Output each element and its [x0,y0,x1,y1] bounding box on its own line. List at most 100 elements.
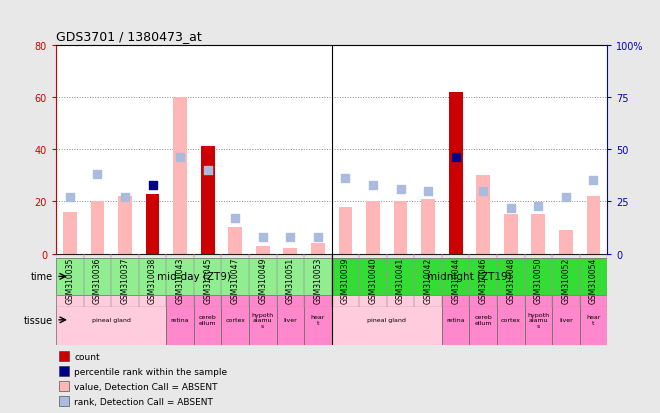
Bar [531,215,545,254]
Point [285,234,296,241]
Point [395,186,406,192]
Text: hear
t: hear t [586,315,601,325]
Bar [118,197,132,254]
Text: rank, Detection Call = ABSENT: rank, Detection Call = ABSENT [75,396,213,406]
Text: cortex: cortex [501,318,521,323]
Text: hypoth
alamu
s: hypoth alamu s [527,312,549,328]
Text: GSM310048: GSM310048 [506,256,515,303]
Bar [166,295,194,345]
Bar [304,295,332,345]
Text: GDS3701 / 1380473_at: GDS3701 / 1380473_at [56,31,202,43]
Text: GSM310040: GSM310040 [368,256,378,303]
Bar [393,202,407,254]
Bar [552,254,579,308]
Text: GSM310044: GSM310044 [451,256,460,303]
Bar [222,295,249,345]
Bar [387,254,414,308]
Bar [56,254,84,308]
Bar [579,295,607,345]
Point [203,167,213,174]
Text: mid-day (ZT9): mid-day (ZT9) [157,272,231,282]
Text: GSM310041: GSM310041 [396,256,405,303]
Bar [469,295,497,345]
Bar [56,258,331,295]
Bar [256,246,270,254]
Bar [59,351,69,361]
Bar [63,212,77,254]
Bar [194,254,222,308]
Text: cereb
ellum: cereb ellum [475,315,492,325]
Bar [442,295,469,345]
Bar [332,295,442,345]
Text: percentile rank within the sample: percentile rank within the sample [75,367,228,376]
Text: count: count [75,352,100,361]
Bar [84,254,111,308]
Bar [525,254,552,308]
Text: GSM310038: GSM310038 [148,256,157,303]
Text: pineal gland: pineal gland [368,318,406,323]
Text: pineal gland: pineal gland [92,318,131,323]
Text: tissue: tissue [24,315,53,325]
Text: retina: retina [446,318,465,323]
Bar [304,254,332,308]
Bar [469,254,497,308]
Point [533,203,544,209]
Bar [311,244,325,254]
Text: GSM310035: GSM310035 [65,256,75,303]
Bar [90,202,104,254]
Text: GSM310042: GSM310042 [424,256,432,303]
Point [313,234,323,241]
Bar [283,249,297,254]
Text: GSM310039: GSM310039 [341,256,350,303]
Text: hypoth
alamu
s: hypoth alamu s [251,312,274,328]
Bar [339,207,352,254]
Point [175,155,185,161]
Bar [442,254,469,308]
Point [423,188,434,195]
Bar [414,254,442,308]
Text: time: time [30,272,53,282]
Bar [228,228,242,254]
Text: GSM310045: GSM310045 [203,256,212,303]
Bar [497,295,525,345]
Text: liver: liver [283,318,297,323]
Bar [59,396,69,406]
Bar [194,295,222,345]
Text: retina: retina [171,318,189,323]
Bar [249,295,277,345]
Bar [504,215,517,254]
Text: GSM310049: GSM310049 [258,256,267,303]
Bar [421,199,435,254]
Bar [166,254,194,308]
Point [560,195,571,201]
Bar [559,230,573,254]
Point [257,234,268,241]
Text: GSM310043: GSM310043 [176,256,185,303]
Bar [552,295,579,345]
Bar [277,295,304,345]
Bar [56,295,166,345]
Point [230,215,240,222]
Bar [332,254,359,308]
Text: liver: liver [559,318,573,323]
Bar [59,366,69,377]
Text: hear
t: hear t [311,315,325,325]
Text: cereb
ellum: cereb ellum [199,315,216,325]
Bar [111,254,139,308]
Point [368,182,378,188]
Point [506,205,516,211]
Point [147,182,158,188]
Bar [587,197,601,254]
Bar [277,254,304,308]
Point [478,188,488,195]
Text: GSM310036: GSM310036 [93,256,102,303]
Text: cortex: cortex [225,318,246,323]
Text: value, Detection Call = ABSENT: value, Detection Call = ABSENT [75,382,218,391]
Text: midnight (ZT19): midnight (ZT19) [427,272,512,282]
Point [92,171,103,178]
Bar [366,202,380,254]
Bar [59,381,69,392]
Text: GSM310053: GSM310053 [314,256,322,303]
Bar [359,254,387,308]
Text: GSM310051: GSM310051 [286,256,295,303]
